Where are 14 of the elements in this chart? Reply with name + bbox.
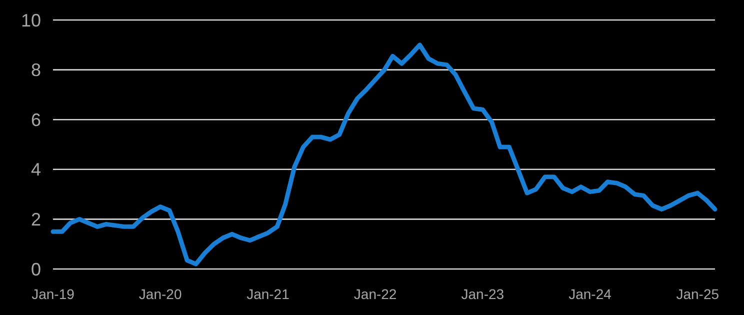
y-tick-label: 6 — [30, 110, 41, 130]
x-tick-label: Jan-20 — [138, 286, 182, 302]
line-series — [50, 42, 718, 266]
y-tick-label: 4 — [30, 160, 41, 180]
y-tick-label: 2 — [30, 210, 41, 230]
y-tick-label: 0 — [30, 259, 41, 280]
x-tick-label: Jan-21 — [246, 286, 290, 302]
x-tick-label: Jan-19 — [32, 286, 75, 302]
x-tick-label: Jan-23 — [461, 286, 504, 302]
y-tick-label: 10 — [20, 10, 41, 30]
x-tick-label: Jan-24 — [568, 286, 612, 302]
y-tick-label: 8 — [30, 60, 41, 80]
x-tick-label: Jan-25 — [676, 286, 720, 302]
x-tick-label: Jan-22 — [354, 286, 397, 302]
